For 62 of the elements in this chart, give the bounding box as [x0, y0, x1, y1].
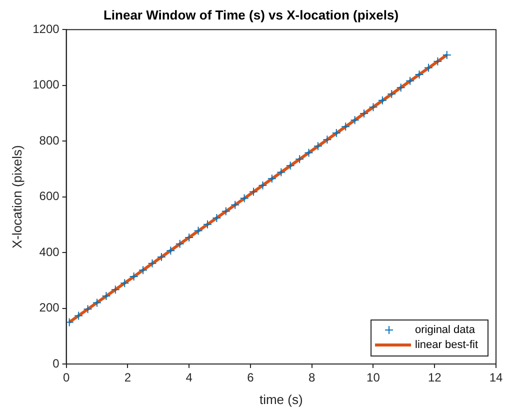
x-tick-label: 12	[428, 370, 442, 385]
point	[414, 70, 424, 79]
point	[83, 304, 92, 314]
x-tick-label: 14	[489, 370, 503, 385]
point	[332, 128, 341, 138]
point	[175, 239, 184, 248]
point	[102, 292, 111, 301]
point	[433, 56, 442, 66]
point	[120, 278, 130, 288]
point	[230, 200, 240, 210]
point	[129, 272, 138, 281]
point	[184, 232, 194, 242]
point	[212, 213, 222, 222]
point	[341, 122, 350, 132]
point	[276, 168, 286, 177]
point	[424, 63, 433, 72]
y-tick-label: 0	[52, 356, 60, 370]
point	[360, 108, 369, 118]
point	[166, 246, 176, 256]
point	[221, 206, 230, 216]
x-axis-title: time (s)	[259, 392, 303, 407]
chart-title: Linear Window of Time (s) vs X-location (pixels)	[103, 7, 399, 22]
point	[92, 298, 102, 308]
point	[202, 220, 212, 229]
point	[406, 76, 415, 86]
point	[313, 142, 322, 151]
point	[194, 226, 203, 236]
point	[240, 194, 249, 203]
legend-label: original data	[415, 324, 476, 336]
point	[350, 116, 360, 125]
point	[378, 96, 387, 105]
point	[148, 258, 157, 268]
point	[156, 252, 166, 262]
y-tick-label: 1000	[32, 78, 60, 92]
y-tick-label: 800	[39, 133, 60, 148]
point	[295, 154, 304, 164]
x-tick-label: 6	[247, 370, 254, 385]
y-tick-label: 200	[39, 300, 60, 315]
point	[387, 89, 396, 98]
y-tick-label: 1200	[32, 22, 60, 36]
point	[304, 148, 314, 158]
x-tick-label: 8	[308, 370, 316, 385]
x-tick-label: 4	[186, 370, 193, 385]
x-tick-label: 10	[366, 370, 380, 385]
y-tick-label: 600	[39, 189, 60, 204]
point	[368, 102, 378, 112]
point	[138, 266, 148, 275]
point	[74, 311, 84, 320]
legend-label: linear best-fit	[415, 339, 478, 352]
point	[66, 318, 74, 327]
point	[322, 135, 332, 144]
point	[249, 187, 258, 196]
x-tick-label: 2	[124, 370, 132, 385]
point	[258, 180, 268, 190]
point	[110, 285, 120, 294]
y-tick-label: 400	[39, 244, 60, 259]
point	[396, 83, 406, 92]
point	[442, 50, 452, 60]
point	[286, 161, 295, 170]
y-axis-title: X-location (pixels)	[9, 145, 24, 248]
point	[267, 174, 276, 184]
x-tick-label: 0	[62, 370, 70, 385]
